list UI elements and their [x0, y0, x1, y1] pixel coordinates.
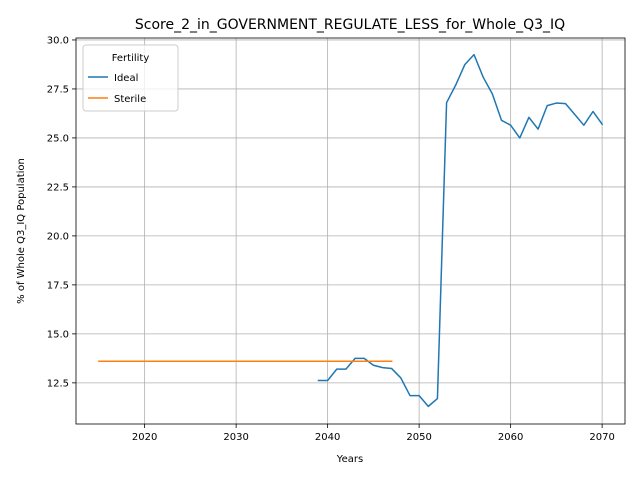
y-tick-label: 17.5 — [47, 280, 69, 291]
chart-title: Score_2_in_GOVERNMENT_REGULATE_LESS_for_… — [135, 17, 565, 33]
y-tick-label: 30.0 — [47, 35, 69, 46]
legend-label-ideal: Ideal — [114, 73, 138, 84]
axes-frame — [75, 37, 626, 425]
y-tick-label: 22.5 — [47, 182, 69, 193]
legend-label-sterile: Sterile — [114, 94, 146, 105]
y-axis-label: % of Whole Q3_IQ Population — [16, 158, 27, 304]
axis-ticks: 2020 2030 2040 2050 2060 2070 12.5 15.0 17.5 20.0… — [47, 35, 615, 443]
legend-box — [82, 44, 179, 112]
x-tick-label: 2050 — [406, 432, 431, 443]
x-tick-label: 2020 — [132, 432, 157, 443]
y-tick-label: 15.0 — [47, 329, 69, 340]
x-tick-label: 2030 — [223, 432, 248, 443]
plot-series — [98, 53, 604, 408]
y-tick-label: 27.5 — [47, 84, 69, 95]
y-tick-label: 25.0 — [47, 133, 69, 144]
legend: Fertility Ideal Sterile — [82, 44, 179, 112]
x-tick-label: 2070 — [589, 432, 614, 443]
grid-lines — [76, 38, 625, 424]
x-tick-label: 2040 — [315, 432, 340, 443]
x-tick-label: 2060 — [498, 432, 523, 443]
y-tick-label: 20.0 — [47, 231, 69, 242]
y-tick-label: 12.5 — [47, 378, 69, 389]
series-line-ideal — [317, 53, 604, 408]
x-axis-label: Years — [336, 454, 363, 465]
legend-title: Fertility — [112, 53, 150, 64]
